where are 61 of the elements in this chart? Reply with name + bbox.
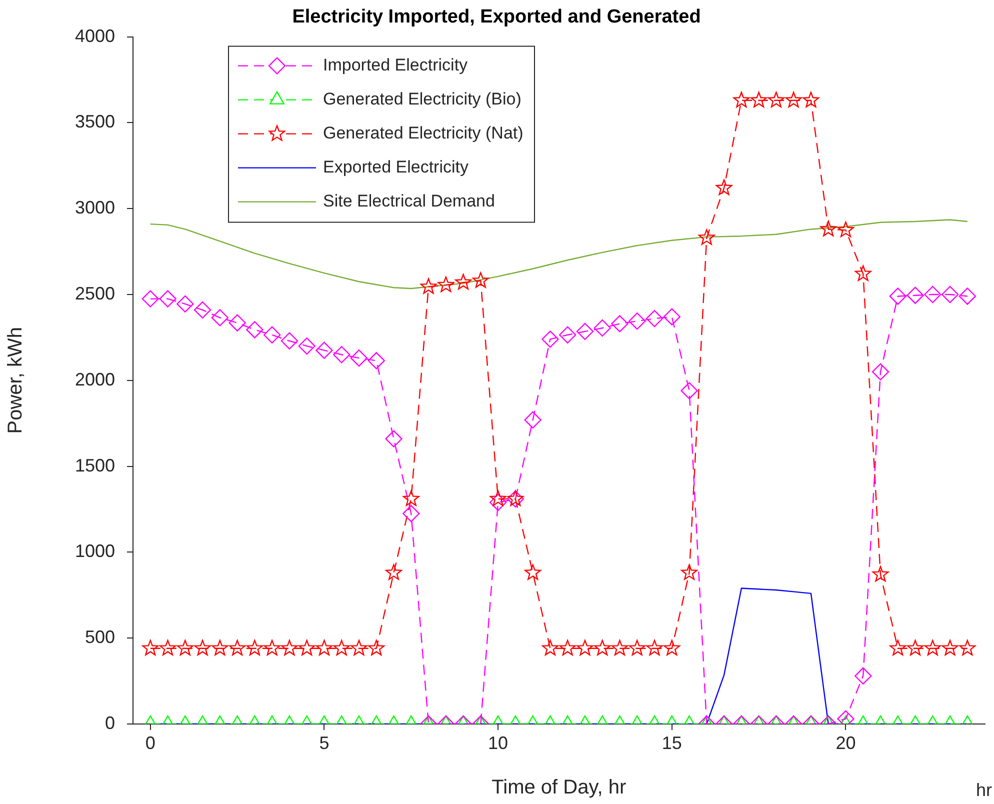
point [194,301,212,319]
point [854,265,872,281]
point [350,349,368,367]
x-tick-label: 0 [145,732,156,753]
point [298,337,316,355]
chart-title: Electricity Imported, Exported and Generated [292,6,701,28]
legend-label: Site Electrical Demand [323,191,495,210]
point [542,330,559,348]
y-tick-label: 1500 [74,455,115,476]
legend-label: Imported Electricity [323,55,468,74]
point [176,295,194,313]
point [646,310,664,328]
point [246,321,264,338]
point [420,278,437,294]
x-tick-label: 5 [319,732,330,753]
x-tick-label: 10 [488,732,508,753]
point [263,326,281,344]
y-tick-label: 3500 [74,112,115,132]
y-tick-label: 4000 [74,26,115,46]
point [524,411,542,429]
x-tick-label: 15 [662,732,682,753]
point [280,332,298,350]
y-tick-label: 1000 [74,541,115,562]
point [611,315,628,332]
y-tick-label: 2000 [74,369,115,390]
y-tick-label: 0 [104,712,115,733]
point [924,286,942,304]
legend-label: Generated Electricity (Bio) [323,89,522,108]
point [385,430,402,448]
point [228,314,246,332]
point [558,326,576,344]
point [663,308,680,326]
point [455,274,472,290]
point [958,288,976,305]
text: hr [976,780,992,800]
point [906,286,924,304]
point [316,342,333,359]
point [941,286,959,304]
point [211,309,229,326]
y-tick-label: 3000 [74,198,115,218]
point [680,382,698,400]
point [368,352,385,370]
point [159,290,176,308]
point [872,363,890,380]
point [889,288,906,305]
point [490,490,506,506]
x-axis-title: Time of Day, hr [492,776,626,799]
x-tick-label: 20 [836,732,856,753]
point [594,319,611,337]
y-tick-label: 500 [84,627,115,648]
point [472,272,489,288]
point [333,346,350,364]
point [438,276,454,292]
y-axis-title: Power, kWh [4,327,27,434]
legend-label: Exported Electricity [323,157,469,176]
y-tick-label: 2500 [74,283,115,304]
point [628,312,646,330]
point [402,490,420,506]
point [576,322,594,340]
legend-label: Generated Electricity (Nat) [323,123,524,142]
point [142,290,159,308]
